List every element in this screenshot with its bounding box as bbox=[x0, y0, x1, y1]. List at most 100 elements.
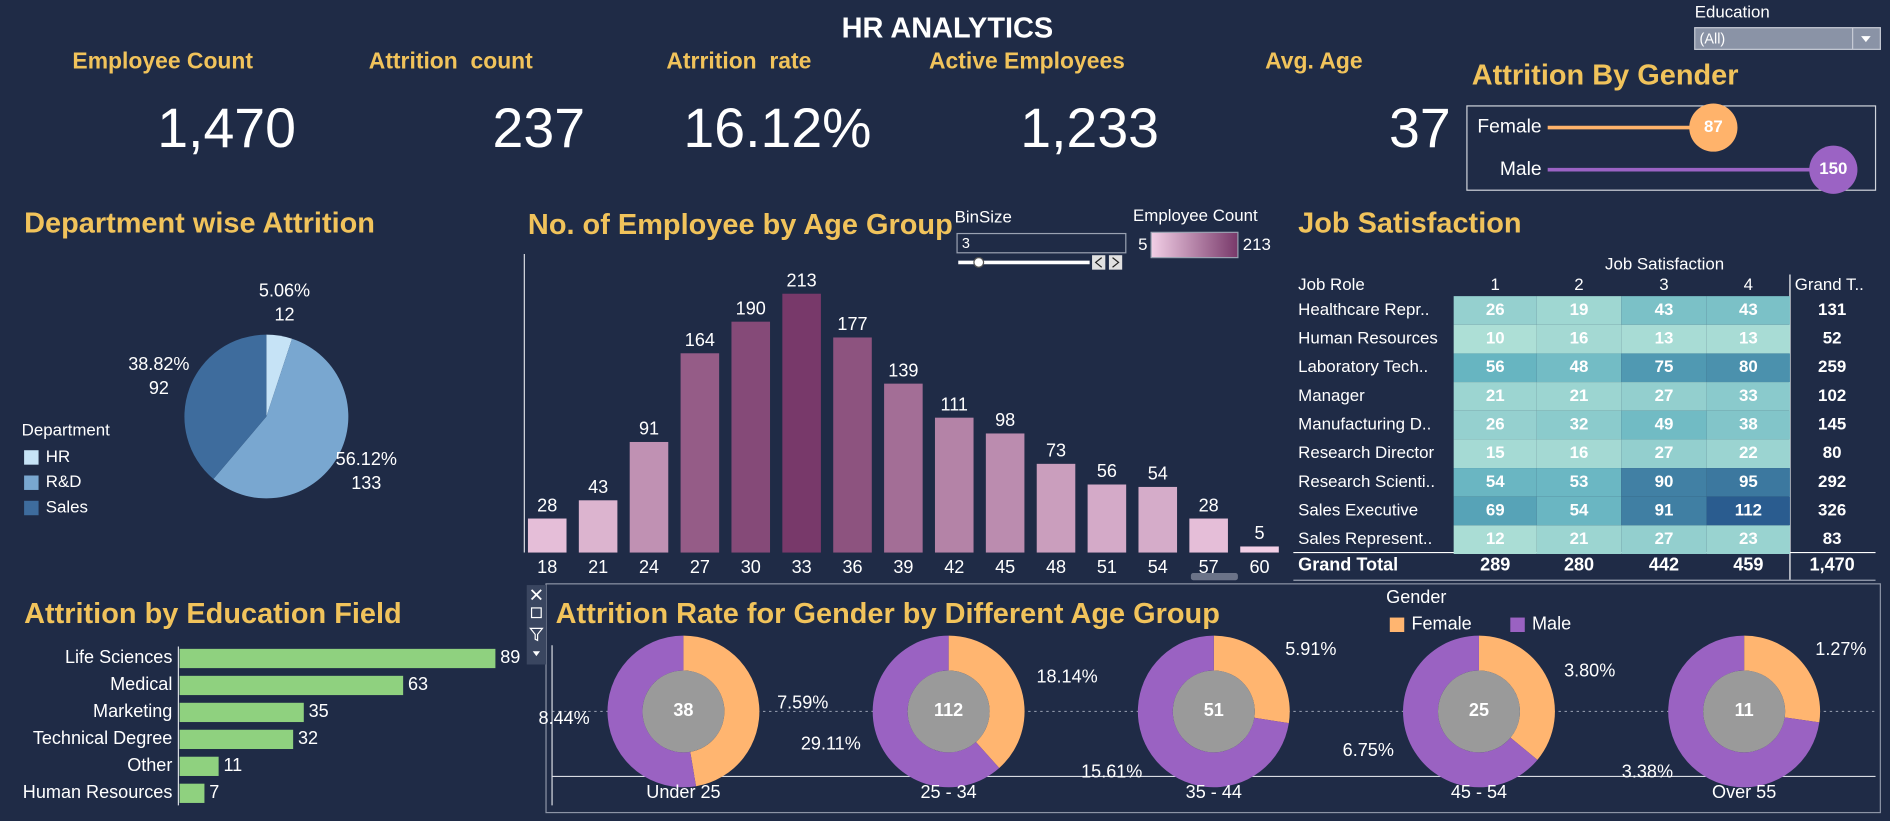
cell-label: 54 bbox=[1570, 500, 1589, 519]
data-label: 29.11% bbox=[801, 734, 861, 754]
legend-max: 213 bbox=[1243, 235, 1271, 254]
data-label: 91 bbox=[639, 419, 659, 439]
kpi-label: Employee Count bbox=[72, 48, 253, 74]
donut-segment bbox=[683, 635, 760, 787]
row-total: 80 bbox=[1823, 443, 1842, 462]
cell-label: 21 bbox=[1486, 386, 1505, 405]
filter-icon[interactable] bbox=[529, 627, 544, 642]
row-total: 102 bbox=[1818, 386, 1846, 405]
bar bbox=[1087, 484, 1127, 553]
cell-label: 75 bbox=[1655, 357, 1674, 376]
kpi-value: 37 bbox=[1389, 97, 1451, 159]
slider-prev[interactable] bbox=[1092, 255, 1106, 270]
heat-cell bbox=[1706, 410, 1790, 440]
category-label: Life Sciences bbox=[65, 647, 172, 667]
x-tick-label: 39 bbox=[893, 557, 913, 577]
row-label: Healthcare Repr.. bbox=[1298, 300, 1429, 319]
heat-cell bbox=[1453, 324, 1537, 354]
category-label: Technical Degree bbox=[33, 728, 173, 748]
center-label: 38 bbox=[673, 700, 693, 720]
cell-label: 26 bbox=[1486, 415, 1505, 434]
data-label: 43 bbox=[588, 477, 608, 497]
chart-title: Job Satisfaction bbox=[1298, 208, 1521, 240]
row-label: Laboratory Tech.. bbox=[1298, 357, 1428, 376]
data-label: 12 bbox=[274, 304, 294, 324]
cell-label: 56 bbox=[1486, 357, 1505, 376]
data-label: 54 bbox=[1148, 464, 1168, 484]
heat-cell bbox=[1536, 439, 1622, 469]
toolbar bbox=[526, 585, 547, 665]
heat-cell bbox=[1621, 324, 1707, 354]
kpi-label: Atrrition rate bbox=[666, 48, 811, 74]
kpi-value: 16.12% bbox=[683, 97, 871, 159]
slider-handle[interactable] bbox=[973, 257, 985, 268]
heat-cell bbox=[1621, 353, 1707, 383]
x-tick-label: 45 bbox=[995, 557, 1015, 577]
heat-cell bbox=[1536, 525, 1622, 554]
heat-cell bbox=[1536, 382, 1622, 411]
slider-next[interactable] bbox=[1108, 255, 1123, 270]
kpi-value: 1,233 bbox=[1020, 97, 1159, 159]
cell-label: 69 bbox=[1486, 500, 1505, 519]
expand-icon[interactable] bbox=[530, 607, 542, 619]
bar bbox=[985, 433, 1025, 553]
column-total: 442 bbox=[1649, 555, 1679, 575]
row-total: 145 bbox=[1818, 415, 1846, 434]
kpi-value: 1,470 bbox=[157, 97, 296, 159]
dropdown-arrow[interactable] bbox=[1861, 36, 1871, 43]
data-label: 190 bbox=[736, 298, 766, 318]
cell-label: 23 bbox=[1739, 529, 1758, 548]
heat-cell bbox=[1706, 324, 1790, 354]
donut-segment bbox=[1478, 635, 1555, 760]
bar bbox=[782, 293, 821, 553]
data-label: 5 bbox=[1254, 523, 1264, 543]
row-label: Research Scienti.. bbox=[1298, 472, 1435, 491]
filter-label: Education bbox=[1695, 3, 1770, 22]
bar bbox=[578, 500, 618, 553]
filter-dropdown[interactable] bbox=[1694, 27, 1881, 50]
bar bbox=[1240, 546, 1279, 553]
cell-label: 38 bbox=[1739, 415, 1758, 434]
data-label: 164 bbox=[685, 330, 715, 350]
bar bbox=[1036, 463, 1076, 553]
chart-title: Attrition By Gender bbox=[1472, 60, 1739, 92]
donut-segment bbox=[872, 635, 1000, 788]
heat-cell bbox=[1453, 410, 1537, 440]
heat-cell bbox=[1536, 353, 1622, 383]
cell-label: 48 bbox=[1570, 357, 1589, 376]
cell-label: 13 bbox=[1655, 329, 1674, 348]
scrollbar[interactable] bbox=[1190, 573, 1238, 581]
donut-hole bbox=[1172, 670, 1255, 753]
heat-cell bbox=[1621, 525, 1707, 554]
row-label: Sales Represent.. bbox=[1298, 529, 1432, 548]
control-label: BinSize bbox=[955, 207, 1012, 226]
data-label: 139 bbox=[888, 360, 918, 380]
bar bbox=[884, 383, 923, 553]
data-label: 177 bbox=[837, 314, 867, 334]
cell-label: 112 bbox=[1735, 500, 1762, 519]
data-label: 7.59% bbox=[777, 692, 828, 712]
donut-hole bbox=[907, 670, 990, 753]
heat-cell bbox=[1621, 468, 1707, 497]
column-header: Grand T.. bbox=[1795, 275, 1864, 294]
next-icon bbox=[1112, 257, 1120, 268]
close-icon[interactable] bbox=[530, 589, 542, 601]
legend-swatch bbox=[24, 500, 39, 516]
data-label: 111 bbox=[941, 394, 968, 414]
gender-panel bbox=[1466, 105, 1877, 191]
column-title: Job Satisfaction bbox=[1605, 254, 1724, 273]
menu-icon[interactable] bbox=[532, 651, 540, 657]
x-tick-label: 60 bbox=[1249, 557, 1269, 577]
donut-segment bbox=[1403, 635, 1538, 788]
data-label: 92 bbox=[149, 378, 169, 398]
x-tick-label: 57 bbox=[1199, 557, 1219, 577]
heat-cell bbox=[1706, 496, 1790, 526]
data-label: 5.91% bbox=[1285, 639, 1336, 659]
donut-segment bbox=[1668, 635, 1820, 788]
cell-label: 10 bbox=[1486, 329, 1505, 348]
row-label: Manufacturing D.. bbox=[1298, 415, 1431, 434]
bin-size-input[interactable] bbox=[956, 232, 1127, 254]
x-tick-label: 45 - 54 bbox=[1451, 782, 1507, 802]
legend-title: Employee Count bbox=[1133, 206, 1258, 225]
data-label: 98 bbox=[995, 410, 1015, 430]
